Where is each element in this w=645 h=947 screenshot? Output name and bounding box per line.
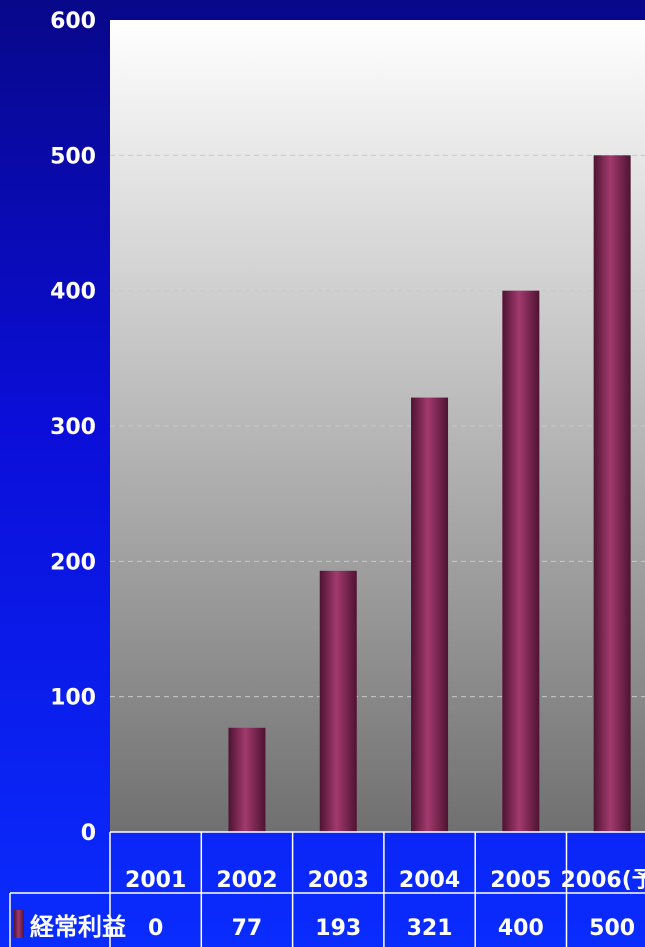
gridlines — [110, 154, 645, 698]
category-label: 2006(予) — [560, 868, 645, 893]
bars — [228, 155, 631, 833]
y-tick-label: 200 — [50, 550, 96, 575]
data-table: 2001 0 2002 77 2003 193 2004 321 2005 400 2006(予) 5… — [9, 831, 645, 947]
y-tick-label: 600 — [50, 9, 96, 34]
bar — [502, 290, 540, 833]
table-value: 0 — [148, 916, 163, 941]
category-label: 2005 — [490, 868, 551, 893]
y-tick-label: 100 — [50, 686, 96, 711]
table-value: 193 — [315, 916, 361, 941]
category-label: 2003 — [308, 868, 369, 893]
category-label: 2004 — [399, 868, 460, 893]
legend-swatch — [14, 910, 24, 938]
y-tick-label: 300 — [50, 415, 96, 440]
y-axis-ticks: 0 100 200 300 400 500 600 — [50, 9, 96, 846]
y-tick-label: 0 — [81, 821, 96, 846]
y-tick-label: 400 — [50, 280, 96, 305]
series-label: 経常利益 — [30, 913, 126, 941]
table-value: 400 — [498, 916, 544, 941]
table-value: 500 — [589, 916, 635, 941]
bar — [228, 727, 266, 832]
series-legend: 経常利益 — [14, 910, 126, 941]
bar — [319, 570, 357, 832]
category-label: 2002 — [216, 868, 277, 893]
category-label: 2001 — [125, 868, 186, 893]
table-value: 77 — [232, 916, 263, 941]
bar — [593, 155, 631, 833]
y-tick-label: 500 — [50, 144, 96, 169]
bar — [411, 397, 449, 832]
table-value: 321 — [407, 916, 453, 941]
